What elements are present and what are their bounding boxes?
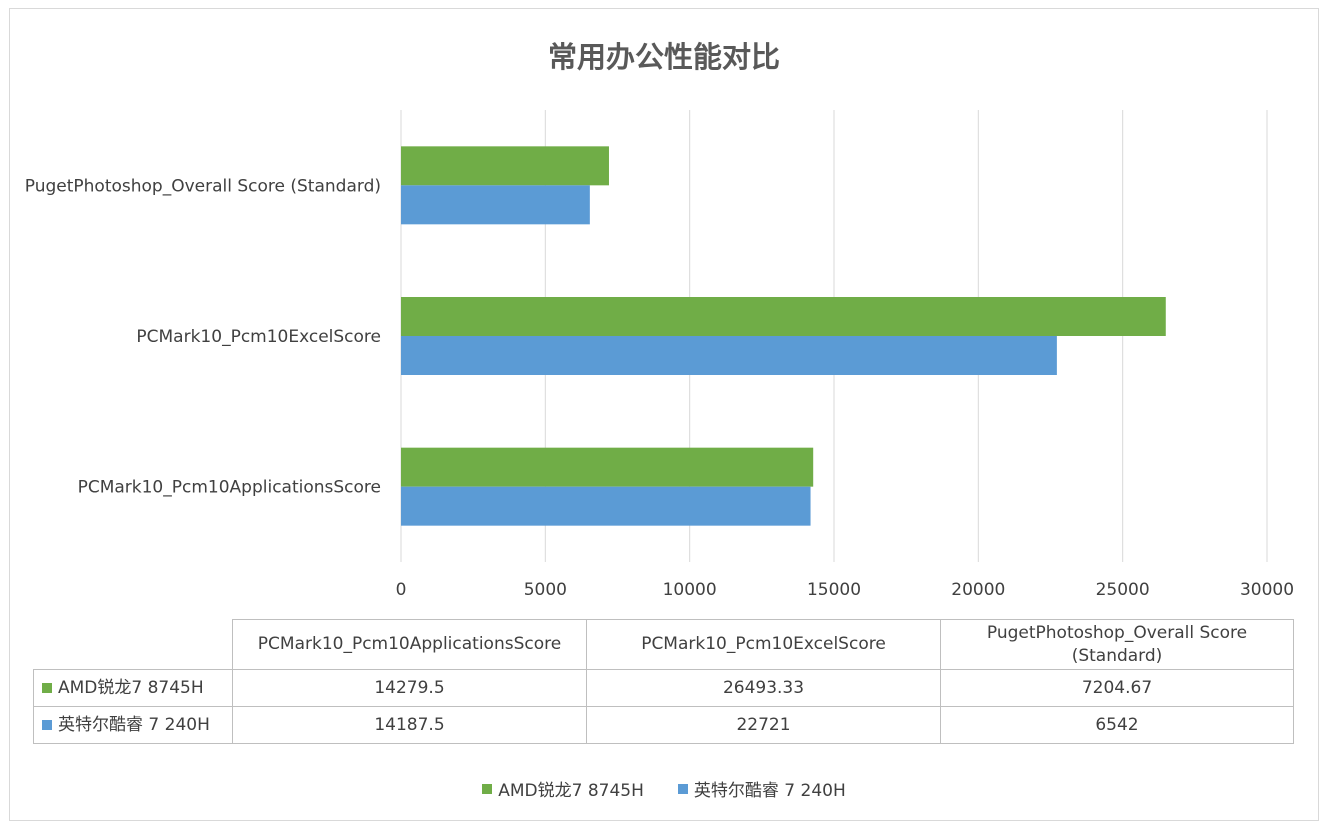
category-label: PCMark10_Pcm10ExcelScore: [136, 327, 381, 347]
bar: [401, 447, 814, 487]
category-label: PugetPhotoshop_Overall Score (Standard): [25, 176, 381, 196]
legend-swatch: [482, 783, 493, 794]
bar: [401, 297, 1166, 336]
x-tick-label: 5000: [524, 580, 567, 600]
bar: [401, 486, 811, 526]
x-tick-label: 0: [396, 580, 407, 600]
legend-label: 英特尔酷睿 7 240H: [693, 781, 846, 801]
chart-title: 常用办公性能对比: [547, 40, 780, 74]
x-tick-label: 10000: [663, 580, 717, 600]
legend: AMD锐龙7 8745H 英特尔酷睿 7 240H: [0, 776, 1328, 801]
x-tick-label: 25000: [1096, 580, 1150, 600]
bar: [401, 336, 1057, 375]
bar: [401, 146, 609, 186]
x-tick-label: 20000: [951, 580, 1005, 600]
legend-label: AMD锐龙7 8745H: [498, 781, 644, 801]
bar: [401, 185, 590, 225]
x-tick-label: 30000: [1240, 580, 1294, 600]
legend-item: AMD锐龙7 8745H: [482, 776, 644, 801]
category-label: PCMark10_Pcm10ApplicationsScore: [78, 478, 381, 498]
legend-swatch: [677, 783, 688, 794]
legend-item: 英特尔酷睿 7 240H: [677, 776, 846, 801]
chart-frame: [9, 8, 1319, 821]
x-tick-label: 15000: [807, 580, 861, 600]
